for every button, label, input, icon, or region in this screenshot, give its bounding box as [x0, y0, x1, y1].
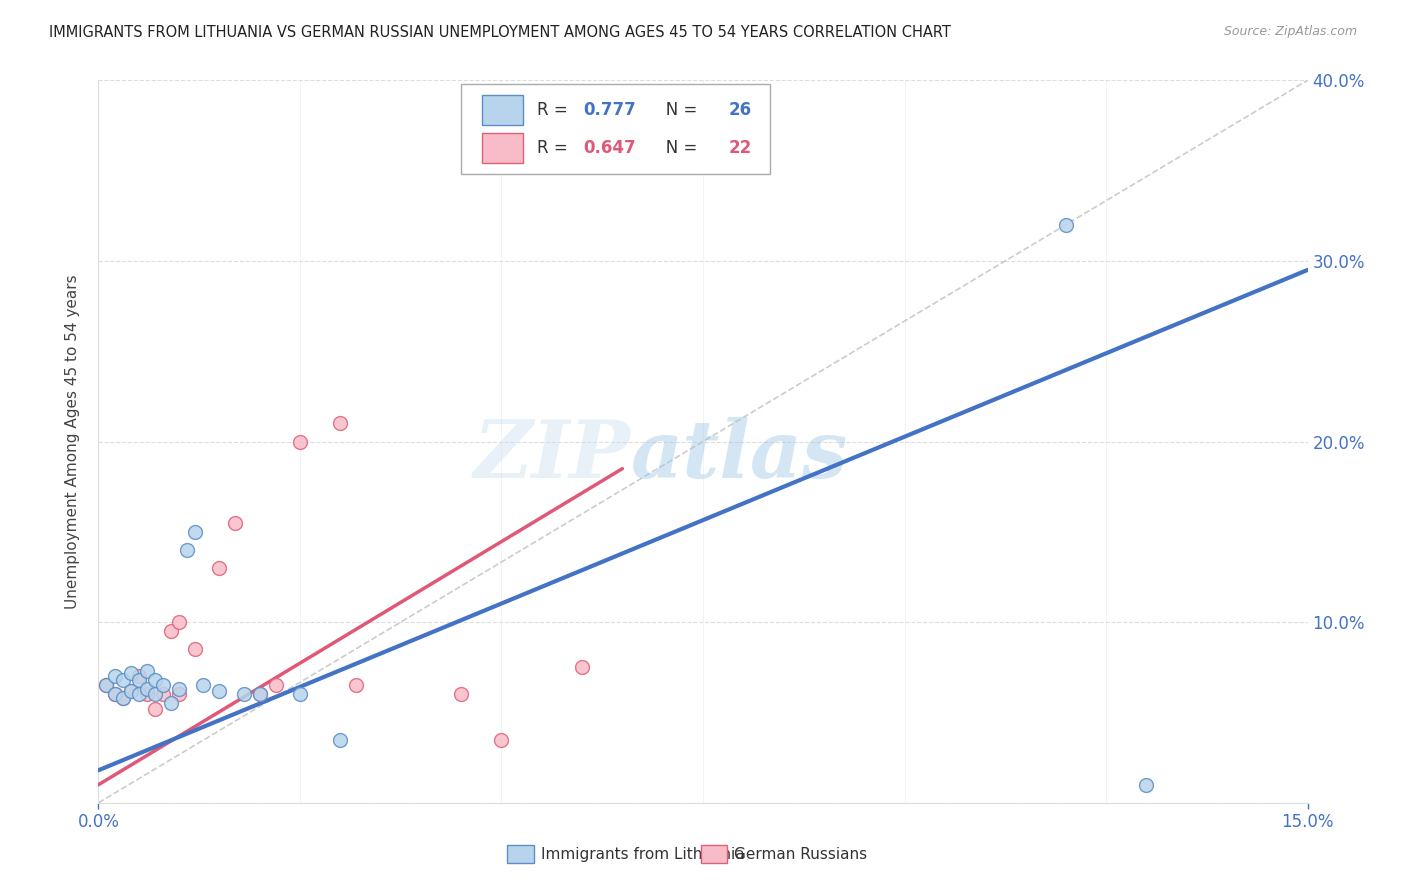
Text: R =: R =: [537, 101, 574, 119]
Point: [103, 669, 125, 683]
Point: [224, 516, 246, 530]
Text: 22: 22: [728, 139, 752, 157]
Text: Source: ZipAtlas.com: Source: ZipAtlas.com: [1223, 25, 1357, 38]
Text: atlas: atlas: [630, 417, 848, 495]
Text: 0.777: 0.777: [583, 101, 636, 119]
Point: [288, 434, 311, 449]
Text: N =: N =: [650, 101, 703, 119]
Point: [193, 678, 215, 692]
Point: [135, 687, 157, 701]
Point: [111, 691, 134, 706]
Point: [160, 697, 183, 711]
Point: [167, 615, 190, 630]
Point: [167, 687, 190, 701]
Point: [208, 561, 231, 575]
Point: [120, 683, 142, 698]
Point: [128, 687, 150, 701]
Point: [103, 687, 125, 701]
Point: [329, 732, 352, 747]
Bar: [482, 133, 523, 163]
Point: [111, 673, 134, 687]
Text: IMMIGRANTS FROM LITHUANIA VS GERMAN RUSSIAN UNEMPLOYMENT AMONG AGES 45 TO 54 YEA: IMMIGRANTS FROM LITHUANIA VS GERMAN RUSS…: [49, 25, 950, 40]
Point: [184, 524, 207, 539]
Point: [111, 691, 134, 706]
Point: [143, 673, 166, 687]
Point: [120, 665, 142, 680]
Point: [176, 542, 198, 557]
Point: [571, 660, 593, 674]
Text: ZIP: ZIP: [474, 417, 630, 495]
Point: [344, 678, 367, 692]
Point: [184, 642, 207, 657]
Point: [264, 678, 287, 692]
Point: [167, 681, 190, 696]
Point: [249, 687, 271, 701]
Point: [288, 687, 311, 701]
Point: [128, 673, 150, 687]
Text: 0.647: 0.647: [583, 139, 636, 157]
Text: 26: 26: [728, 101, 752, 119]
Point: [160, 624, 183, 639]
Point: [143, 702, 166, 716]
Point: [96, 678, 118, 692]
Bar: [700, 846, 727, 863]
Point: [135, 664, 157, 678]
Point: [96, 678, 118, 692]
Point: [249, 687, 271, 701]
Text: Immigrants from Lithuania: Immigrants from Lithuania: [541, 847, 745, 862]
Point: [143, 687, 166, 701]
Point: [103, 687, 125, 701]
FancyBboxPatch shape: [461, 84, 769, 174]
Point: [232, 687, 254, 701]
Y-axis label: Unemployment Among Ages 45 to 54 years: Unemployment Among Ages 45 to 54 years: [65, 274, 80, 609]
Point: [329, 417, 352, 431]
Bar: [482, 95, 523, 125]
Point: [152, 678, 174, 692]
Point: [208, 683, 231, 698]
Point: [450, 687, 472, 701]
Point: [128, 669, 150, 683]
Text: N =: N =: [650, 139, 703, 157]
Point: [1135, 778, 1157, 792]
Bar: [508, 846, 534, 863]
Point: [152, 687, 174, 701]
Point: [1054, 218, 1077, 232]
Text: German Russians: German Russians: [734, 847, 868, 862]
Text: R =: R =: [537, 139, 574, 157]
Point: [135, 681, 157, 696]
Point: [120, 683, 142, 698]
Point: [491, 732, 513, 747]
